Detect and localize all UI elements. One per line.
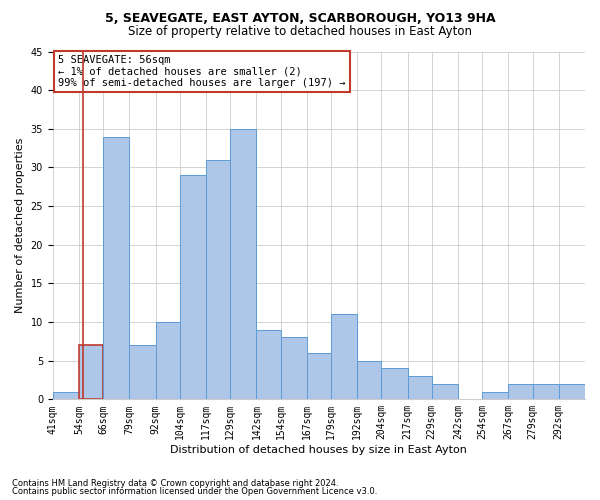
Bar xyxy=(508,384,533,400)
X-axis label: Distribution of detached houses by size in East Ayton: Distribution of detached houses by size … xyxy=(170,445,467,455)
Bar xyxy=(482,392,508,400)
Text: Contains public sector information licensed under the Open Government Licence v3: Contains public sector information licen… xyxy=(12,487,377,496)
Bar xyxy=(256,330,281,400)
Text: 5, SEAVEGATE, EAST AYTON, SCARBOROUGH, YO13 9HA: 5, SEAVEGATE, EAST AYTON, SCARBOROUGH, Y… xyxy=(104,12,496,26)
Bar xyxy=(432,384,458,400)
Text: Contains HM Land Registry data © Crown copyright and database right 2024.: Contains HM Land Registry data © Crown c… xyxy=(12,478,338,488)
Bar xyxy=(53,392,79,400)
Bar xyxy=(206,160,230,400)
Bar xyxy=(407,376,432,400)
Bar xyxy=(382,368,407,400)
Bar xyxy=(281,338,307,400)
Bar xyxy=(79,345,103,400)
Bar xyxy=(130,345,155,400)
Text: Size of property relative to detached houses in East Ayton: Size of property relative to detached ho… xyxy=(128,25,472,38)
Bar xyxy=(307,353,331,400)
Bar xyxy=(357,360,382,400)
Y-axis label: Number of detached properties: Number of detached properties xyxy=(15,138,25,313)
Bar xyxy=(230,129,256,400)
Bar xyxy=(180,175,206,400)
Bar xyxy=(331,314,357,400)
Bar xyxy=(155,322,180,400)
Bar xyxy=(533,384,559,400)
Text: 5 SEAVEGATE: 56sqm
← 1% of detached houses are smaller (2)
99% of semi-detached : 5 SEAVEGATE: 56sqm ← 1% of detached hous… xyxy=(58,55,346,88)
Bar xyxy=(103,136,130,400)
Bar xyxy=(559,384,585,400)
